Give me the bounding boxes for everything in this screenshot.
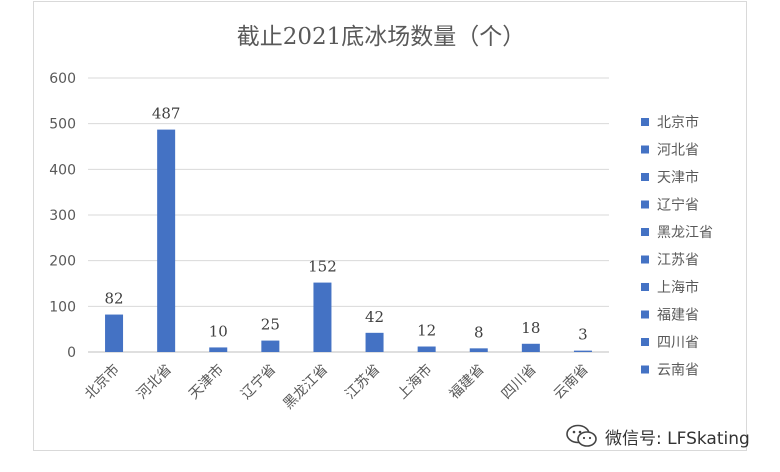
watermark-text: 微信号: LFSkating: [605, 428, 750, 449]
y-tick-label: 200: [49, 254, 76, 270]
data-label: 8: [474, 323, 484, 341]
legend-label: 河北省: [657, 143, 699, 159]
bar: [365, 332, 384, 352]
x-tick-label: 北京市: [81, 361, 123, 403]
data-label: 82: [105, 290, 124, 308]
bar: [521, 343, 540, 352]
data-label: 42: [365, 308, 384, 326]
bar: [209, 347, 228, 352]
x-tick-label: 天津市: [185, 361, 227, 403]
chart-title: 截止2021底冰场数量（个）: [237, 24, 526, 50]
legend-label: 天津市: [657, 169, 699, 186]
x-tick-label: 黑龙江省: [280, 362, 331, 413]
y-tick-label: 600: [49, 71, 76, 87]
x-tick-label: 福建省: [447, 362, 488, 403]
y-tick-label: 300: [49, 208, 76, 224]
y-tick-label: 500: [49, 117, 76, 133]
bars: [105, 129, 592, 352]
bar: [313, 282, 332, 352]
legend-label: 江苏省: [657, 253, 699, 269]
legend-swatch: [641, 228, 649, 236]
data-labels: 82 487 10 25 152 42 12 8 18 3: [105, 105, 588, 344]
legend-swatch: [641, 145, 649, 154]
legend-swatch: [641, 200, 649, 209]
y-axis-ticks: 0 100 200 300 400 500 600: [49, 71, 76, 361]
legend-label: 四川省: [657, 335, 699, 351]
bar: [157, 129, 176, 352]
legend-swatch: [641, 255, 649, 264]
wechat-icon: [566, 424, 597, 447]
legend-swatch: [641, 118, 649, 126]
legend-swatch: [641, 173, 649, 181]
x-axis-ticks: 北京市 河北省 天津市 辽宁省 黑龙江省 江苏省 上海市 福建省 四川省 云南省: [81, 361, 592, 413]
x-tick-label: 四川省: [499, 362, 540, 403]
legend-label: 黑龙江省: [657, 225, 713, 241]
bar: [105, 314, 124, 352]
x-tick-label: 上海市: [394, 361, 436, 403]
data-label: 10: [209, 322, 228, 340]
legend-label: 北京市: [657, 114, 699, 131]
chart-frame: [33, 1, 747, 451]
x-tick-label: 河北省: [134, 362, 175, 403]
legend-swatch: [641, 283, 649, 291]
x-tick-label: 云南省: [551, 362, 592, 403]
legend-swatch: [641, 365, 649, 374]
x-tick-label: 江苏省: [342, 362, 383, 403]
bar: [469, 348, 488, 352]
data-label: 25: [261, 316, 280, 334]
y-tick-label: 400: [49, 162, 76, 178]
legend-swatch: [641, 338, 649, 346]
x-tick-label: 辽宁省: [237, 361, 279, 403]
legend-swatch: [641, 310, 649, 319]
watermark: 微信号: LFSkating: [565, 421, 750, 451]
data-label: 12: [417, 322, 436, 340]
y-tick-label: 100: [49, 299, 76, 315]
bar: [261, 340, 280, 352]
data-label: 152: [308, 258, 337, 276]
data-label: 3: [578, 326, 588, 344]
data-label: 487: [152, 105, 181, 123]
data-label: 18: [521, 319, 540, 337]
legend-label: 福建省: [657, 308, 699, 324]
legend-label: 云南省: [657, 363, 699, 379]
y-tick-label: 0: [67, 345, 76, 361]
bar: [573, 350, 592, 352]
legend-label: 上海市: [657, 279, 699, 296]
legend-label: 辽宁省: [657, 197, 699, 214]
bar: [417, 346, 436, 352]
